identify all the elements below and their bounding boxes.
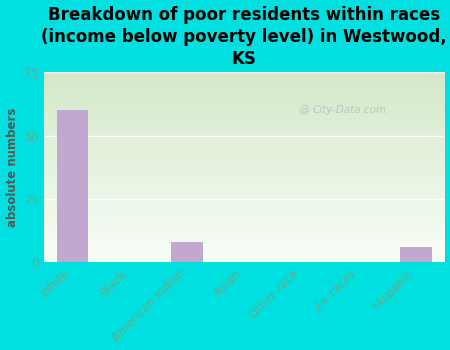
Text: City-Data.com: City-Data.com — [312, 105, 387, 115]
Bar — [171, 242, 202, 262]
Bar — [400, 247, 432, 262]
Text: @: @ — [298, 105, 309, 115]
Title: Breakdown of poor residents within races
(income below poverty level) in Westwoo: Breakdown of poor residents within races… — [41, 6, 447, 68]
Bar — [57, 110, 88, 262]
Y-axis label: absolute numbers: absolute numbers — [5, 107, 18, 227]
